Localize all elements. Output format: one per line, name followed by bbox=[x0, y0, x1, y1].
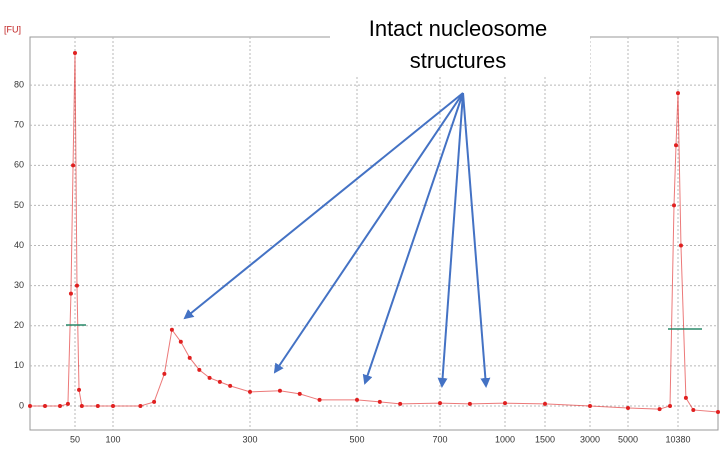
arrows bbox=[183, 92, 491, 388]
x-tick-label: 700 bbox=[432, 434, 447, 444]
point bbox=[43, 403, 47, 408]
annotation: Intact nucleosome bbox=[369, 16, 548, 41]
point bbox=[77, 387, 82, 392]
point bbox=[73, 51, 77, 56]
point bbox=[683, 395, 688, 400]
point bbox=[398, 401, 403, 406]
point bbox=[248, 389, 252, 394]
y-axis-label: [FU] bbox=[4, 24, 21, 34]
point bbox=[657, 407, 662, 412]
point bbox=[672, 203, 677, 208]
point bbox=[588, 403, 592, 408]
point bbox=[217, 379, 222, 384]
point bbox=[277, 388, 282, 393]
point bbox=[467, 401, 472, 406]
point bbox=[74, 283, 79, 288]
point bbox=[95, 403, 100, 408]
point bbox=[207, 375, 212, 380]
x-tick-label: 1000 bbox=[495, 434, 515, 444]
point bbox=[691, 407, 696, 412]
y-tick-label: 40 bbox=[14, 240, 24, 250]
trace bbox=[28, 51, 720, 414]
y-tick-label: 20 bbox=[14, 320, 24, 330]
point bbox=[197, 367, 202, 372]
y-tick-label: 70 bbox=[14, 120, 24, 130]
x-tick-label: 3000 bbox=[580, 434, 600, 444]
point bbox=[355, 397, 359, 402]
point bbox=[377, 399, 382, 404]
point bbox=[503, 401, 507, 406]
x-tick-label: 300 bbox=[242, 434, 257, 444]
point bbox=[297, 391, 302, 396]
point bbox=[68, 291, 73, 296]
y-tick-label: 0 bbox=[19, 400, 24, 410]
point bbox=[178, 339, 183, 344]
annotation-bg bbox=[330, 10, 590, 76]
point bbox=[674, 143, 679, 148]
point bbox=[678, 243, 683, 248]
point bbox=[438, 401, 442, 406]
y-tick-label: 50 bbox=[14, 200, 24, 210]
point bbox=[162, 371, 167, 376]
x-tick-label: 10380 bbox=[665, 434, 690, 444]
grid: 0 10 20 30 40 50 60 70 80 50 100 300 500 700 1000 1500 3… bbox=[14, 37, 718, 444]
point bbox=[228, 383, 233, 388]
point bbox=[111, 403, 115, 408]
x-tick-label: 50 bbox=[70, 434, 80, 444]
point bbox=[71, 163, 76, 168]
point bbox=[28, 403, 32, 408]
point bbox=[138, 403, 143, 408]
point bbox=[676, 91, 680, 96]
point bbox=[543, 401, 547, 406]
point bbox=[152, 399, 157, 404]
x-tick-label: 500 bbox=[349, 434, 364, 444]
y-tick-label: 80 bbox=[14, 79, 24, 89]
point bbox=[187, 355, 192, 360]
point bbox=[317, 397, 322, 402]
annotation: structures bbox=[410, 48, 507, 73]
y-tick-label: 10 bbox=[14, 360, 24, 370]
point bbox=[668, 403, 673, 408]
y-tick-label: 60 bbox=[14, 160, 24, 170]
point bbox=[169, 327, 174, 332]
point bbox=[716, 409, 720, 414]
x-tick-label: 1500 bbox=[535, 434, 555, 444]
point bbox=[79, 403, 84, 408]
point bbox=[58, 403, 62, 408]
x-tick-label: 5000 bbox=[618, 434, 638, 444]
point bbox=[626, 405, 630, 410]
x-tick-label: 100 bbox=[105, 434, 120, 444]
point bbox=[65, 401, 70, 406]
plot-area bbox=[29, 36, 719, 431]
y-tick-label: 30 bbox=[14, 280, 24, 290]
